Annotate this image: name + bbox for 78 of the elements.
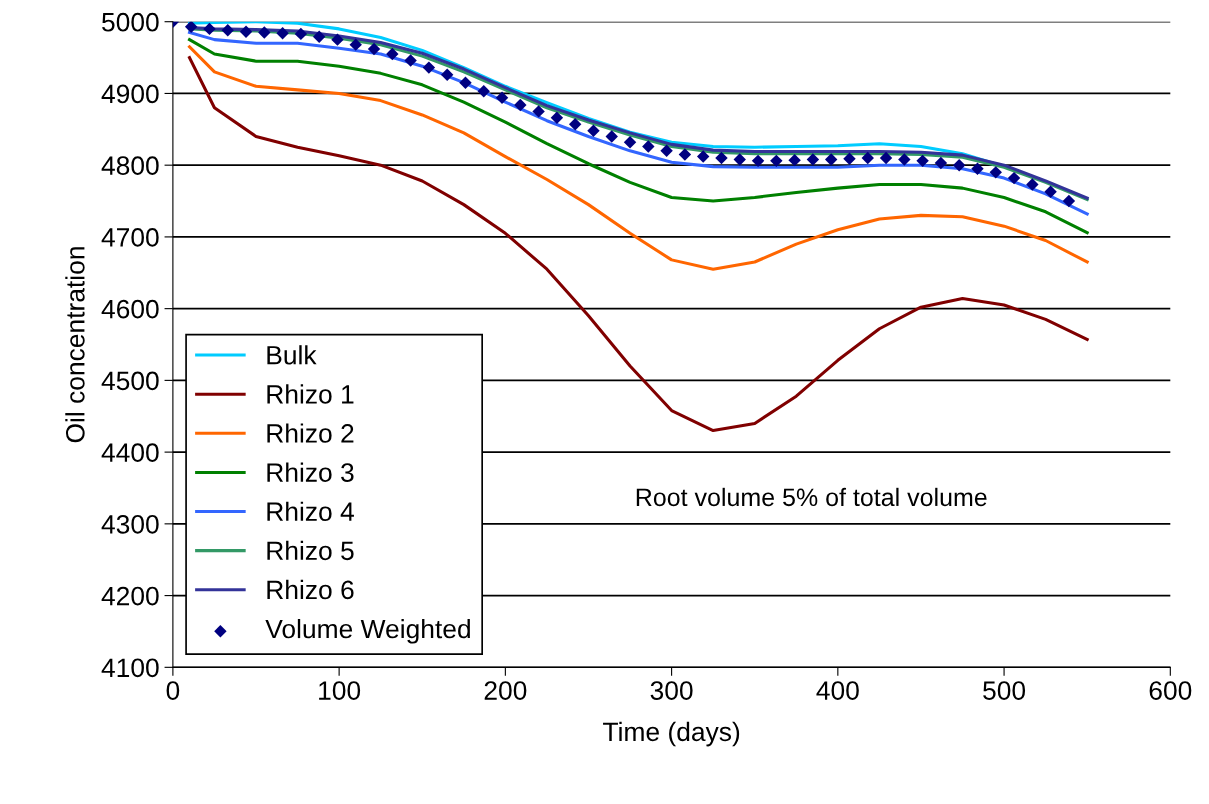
point [258,26,271,39]
point [276,26,289,40]
point [422,61,436,74]
point [952,158,966,172]
point [916,154,929,168]
x-tick-label: 300 [650,681,693,700]
legend-label: Volume Weighted [265,618,470,644]
y-tick-label: 4900 [101,84,159,104]
point [605,130,618,143]
point [824,153,838,166]
point [642,140,655,153]
point [843,152,856,165]
legend-label: Rhizo 5 [267,540,354,561]
y-tick-label: 4300 [101,514,159,534]
point [568,118,582,131]
point [1044,185,1057,198]
y-tick-label: 4500 [101,371,159,391]
x-axis-title: Time (days) [603,721,740,747]
legend-label: Rhizo 2 [267,423,354,443]
point [184,21,198,33]
point [386,47,399,61]
point [404,54,417,67]
point [587,124,600,137]
y-tick-label: 5000 [102,12,159,32]
point [751,154,765,168]
y-tick-label: 4400 [101,443,159,462]
x-tick-label: 200 [484,681,527,700]
point [733,153,746,166]
point [367,42,381,56]
point [770,154,783,168]
point [1026,178,1039,191]
y-tick-label: 4100 [101,658,159,678]
point [934,156,948,170]
y-tick-label: 4600 [101,299,159,319]
point [221,24,234,37]
point [715,151,728,165]
point [239,25,253,38]
x-tick-label: 100 [319,681,361,700]
point [459,76,472,89]
point [806,153,820,166]
point [349,38,362,51]
legend-label: Rhizo 1 [267,384,354,404]
y-tick-label: 4200 [101,586,159,606]
legend-label: Rhizo 4 [267,501,354,522]
point [203,22,216,36]
point [989,166,1002,179]
x-tick-label: 400 [816,681,859,700]
point [1007,171,1021,185]
legend-label: Rhizo 3 [267,462,354,482]
point [898,153,911,166]
point [550,111,564,125]
point [971,162,984,175]
y-tick-label: 4800 [101,156,159,175]
line-series [187,45,1089,271]
y-tick-label: 4700 [101,228,159,247]
point [861,151,874,165]
point [331,33,344,46]
point [788,153,801,167]
point [495,91,509,104]
point [623,136,637,149]
point [660,144,673,158]
point [477,85,490,98]
point [312,30,326,43]
point [514,98,527,112]
point [879,151,893,165]
point [696,150,710,163]
y-axis-title: Oil concentration [65,247,85,443]
legend-label: Rhizo 6 [267,579,354,600]
point [1062,194,1076,208]
point [532,105,545,118]
point [294,27,308,41]
legend-label: Bulk [267,345,317,365]
annotation: Root volume 5% of total volume [636,487,987,507]
point [678,148,692,161]
x-tick-label: 600 [1149,681,1192,700]
point [440,68,454,81]
x-tick-label: 500 [983,681,1026,700]
x-tick-label: 0 [166,681,180,700]
